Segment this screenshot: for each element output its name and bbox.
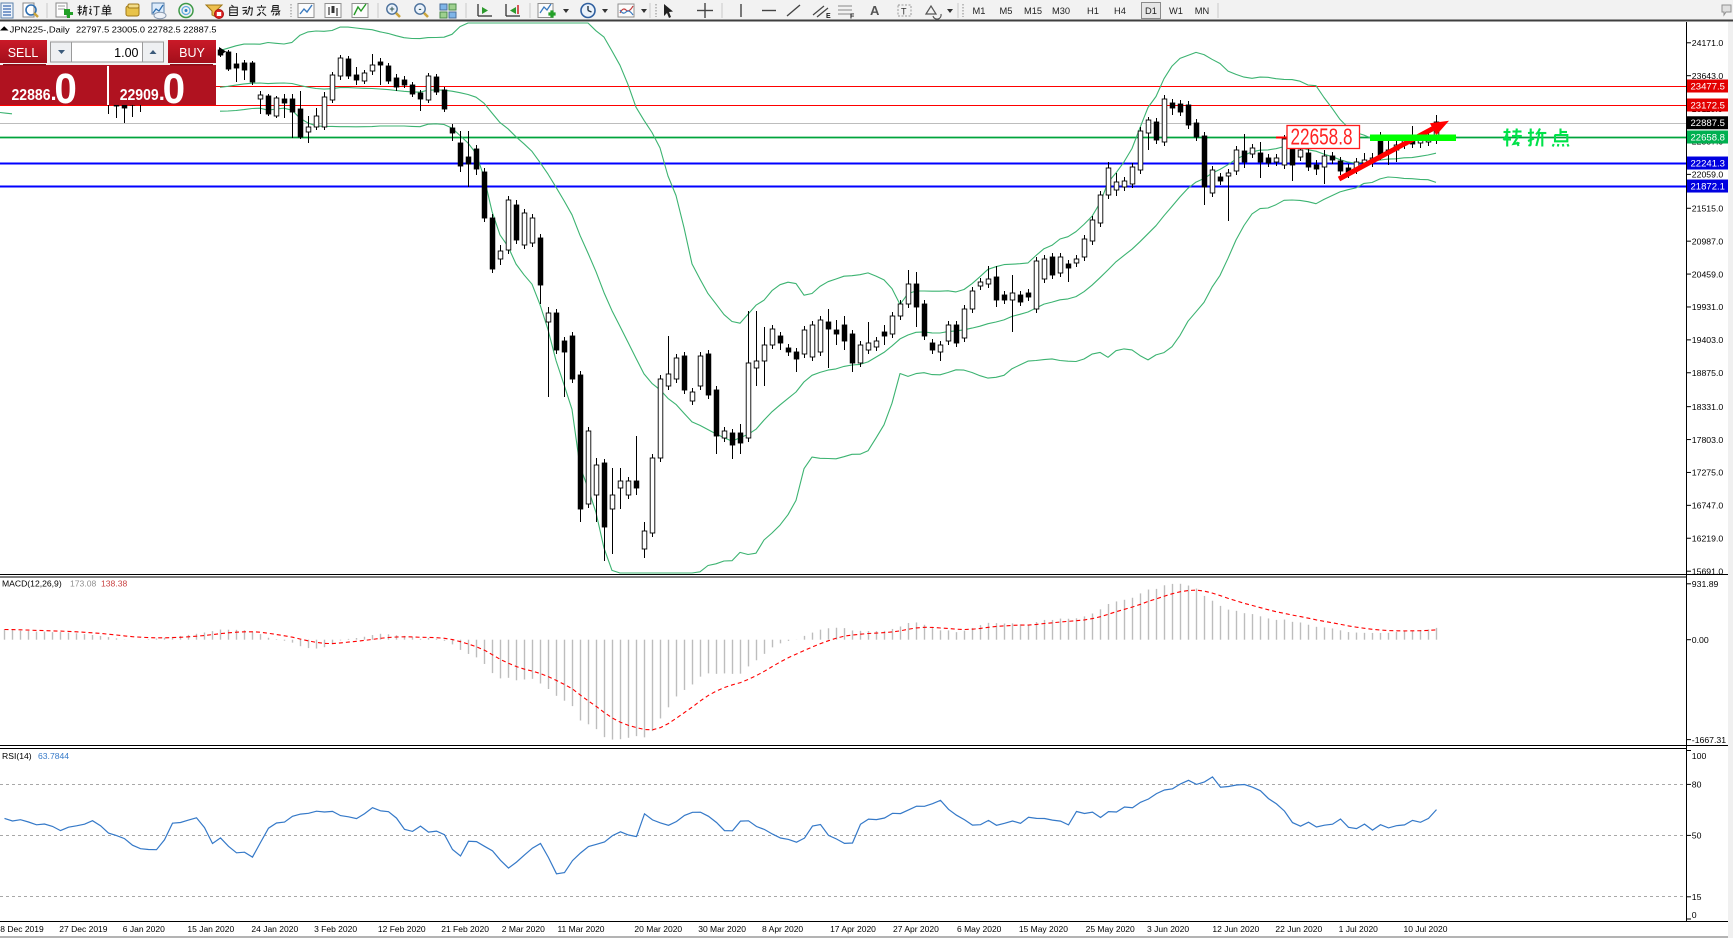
svg-text:21 Feb 2020: 21 Feb 2020: [441, 924, 489, 934]
svg-text:22797.5 23005.0 22782.5 22887.: 22797.5 23005.0 22782.5 22887.5: [76, 25, 217, 35]
svg-text:17275.0: 17275.0: [1692, 468, 1724, 478]
svg-text:22886: 22886: [12, 87, 51, 104]
svg-text:25 May 2020: 25 May 2020: [1086, 924, 1135, 934]
svg-text:23643.0: 23643.0: [1692, 71, 1724, 81]
svg-text:17803.0: 17803.0: [1692, 435, 1724, 445]
svg-text:27 Dec 2019: 27 Dec 2019: [59, 924, 107, 934]
svg-text:10 Jul 2020: 10 Jul 2020: [1404, 924, 1448, 934]
svg-text:22909: 22909: [120, 87, 159, 104]
svg-text:RSI(14): RSI(14): [2, 751, 32, 761]
svg-text:A: A: [870, 3, 880, 18]
svg-text:1.00: 1.00: [114, 46, 138, 60]
svg-text:11 Mar 2020: 11 Mar 2020: [557, 924, 604, 934]
svg-text:15691.0: 15691.0: [1692, 566, 1724, 576]
svg-text:20 Mar 2020: 20 Mar 2020: [634, 924, 682, 934]
svg-text:22887.5: 22887.5: [1691, 118, 1726, 128]
svg-text:H1: H1: [1087, 6, 1099, 16]
svg-text:.: .: [159, 80, 165, 105]
svg-text:931.89: 931.89: [1692, 579, 1719, 589]
svg-text:15 Jan 2020: 15 Jan 2020: [187, 924, 234, 934]
svg-text:-: -: [419, 4, 422, 14]
svg-text:F: F: [850, 14, 855, 21]
svg-text:138.38: 138.38: [101, 579, 128, 589]
svg-text:15: 15: [1692, 892, 1702, 902]
svg-text:JPN225-,Daily: JPN225-,Daily: [10, 25, 71, 35]
svg-text:24 Jan 2020: 24 Jan 2020: [251, 924, 298, 934]
svg-text:173.08: 173.08: [70, 579, 97, 589]
svg-text:MACD(12,26,9): MACD(12,26,9): [2, 579, 62, 589]
svg-text:-1667.31: -1667.31: [1692, 735, 1726, 745]
svg-text:6 Jan 2020: 6 Jan 2020: [123, 924, 165, 934]
svg-text:19931.0: 19931.0: [1692, 302, 1724, 312]
svg-text:3 Feb 2020: 3 Feb 2020: [314, 924, 357, 934]
svg-text:23172.5: 23172.5: [1691, 100, 1726, 110]
svg-text:50: 50: [1692, 831, 1702, 841]
svg-text:0.00: 0.00: [1692, 635, 1709, 645]
svg-text:E: E: [826, 13, 831, 20]
svg-text:27 Apr 2020: 27 Apr 2020: [893, 924, 939, 934]
svg-text:21515.0: 21515.0: [1692, 203, 1724, 213]
svg-text:+: +: [389, 4, 394, 14]
svg-text:SELL: SELL: [8, 46, 39, 60]
svg-text:15 May 2020: 15 May 2020: [1019, 924, 1068, 934]
svg-text:80: 80: [1692, 780, 1702, 790]
svg-text:W1: W1: [1169, 6, 1183, 16]
svg-text:.: .: [51, 80, 57, 105]
svg-text:18875.0: 18875.0: [1692, 368, 1724, 378]
svg-text:22658.8: 22658.8: [1291, 124, 1353, 150]
svg-text:M5: M5: [1000, 6, 1013, 16]
svg-text:12 Jun 2020: 12 Jun 2020: [1212, 924, 1259, 934]
svg-text:24171.0: 24171.0: [1692, 38, 1724, 48]
svg-text:12 Feb 2020: 12 Feb 2020: [378, 924, 426, 934]
svg-text:1 Jul 2020: 1 Jul 2020: [1339, 924, 1378, 934]
svg-text:T: T: [901, 7, 907, 17]
svg-text:23477.5: 23477.5: [1691, 81, 1726, 91]
svg-text:M1: M1: [973, 6, 986, 16]
svg-text:63.7844: 63.7844: [38, 751, 69, 761]
svg-text:18331.0: 18331.0: [1692, 402, 1724, 412]
svg-text:17 Apr 2020: 17 Apr 2020: [830, 924, 876, 934]
svg-text:22241.3: 22241.3: [1691, 158, 1726, 168]
svg-text:BUY: BUY: [179, 46, 205, 60]
svg-text:D1: D1: [1145, 6, 1157, 16]
svg-text:16219.0: 16219.0: [1692, 533, 1724, 543]
svg-text:19403.0: 19403.0: [1692, 335, 1724, 345]
svg-text:21872.1: 21872.1: [1691, 181, 1726, 191]
svg-text:MN: MN: [1195, 6, 1209, 16]
svg-text:16747.0: 16747.0: [1692, 501, 1724, 511]
svg-text:20459.0: 20459.0: [1692, 269, 1724, 279]
svg-text:22 Jun 2020: 22 Jun 2020: [1275, 924, 1322, 934]
svg-text:3 Jun 2020: 3 Jun 2020: [1147, 924, 1189, 934]
svg-text:22658.8: 22658.8: [1691, 132, 1726, 142]
svg-text:M30: M30: [1052, 6, 1070, 16]
svg-text:M15: M15: [1024, 6, 1042, 16]
svg-text:8 Apr 2020: 8 Apr 2020: [762, 924, 803, 934]
svg-text:0: 0: [163, 65, 186, 113]
svg-text:2 Mar 2020: 2 Mar 2020: [502, 924, 545, 934]
svg-text:20987.0: 20987.0: [1692, 236, 1724, 246]
svg-text:0: 0: [1692, 910, 1697, 920]
svg-text:22059.0: 22059.0: [1692, 170, 1724, 180]
svg-text:H4: H4: [1114, 6, 1126, 16]
svg-text:8 Dec 2019: 8 Dec 2019: [0, 924, 44, 934]
svg-text:6 May 2020: 6 May 2020: [957, 924, 1002, 934]
svg-text:30 Mar 2020: 30 Mar 2020: [698, 924, 746, 934]
svg-text:0: 0: [54, 65, 77, 113]
svg-text:100: 100: [1692, 751, 1707, 761]
